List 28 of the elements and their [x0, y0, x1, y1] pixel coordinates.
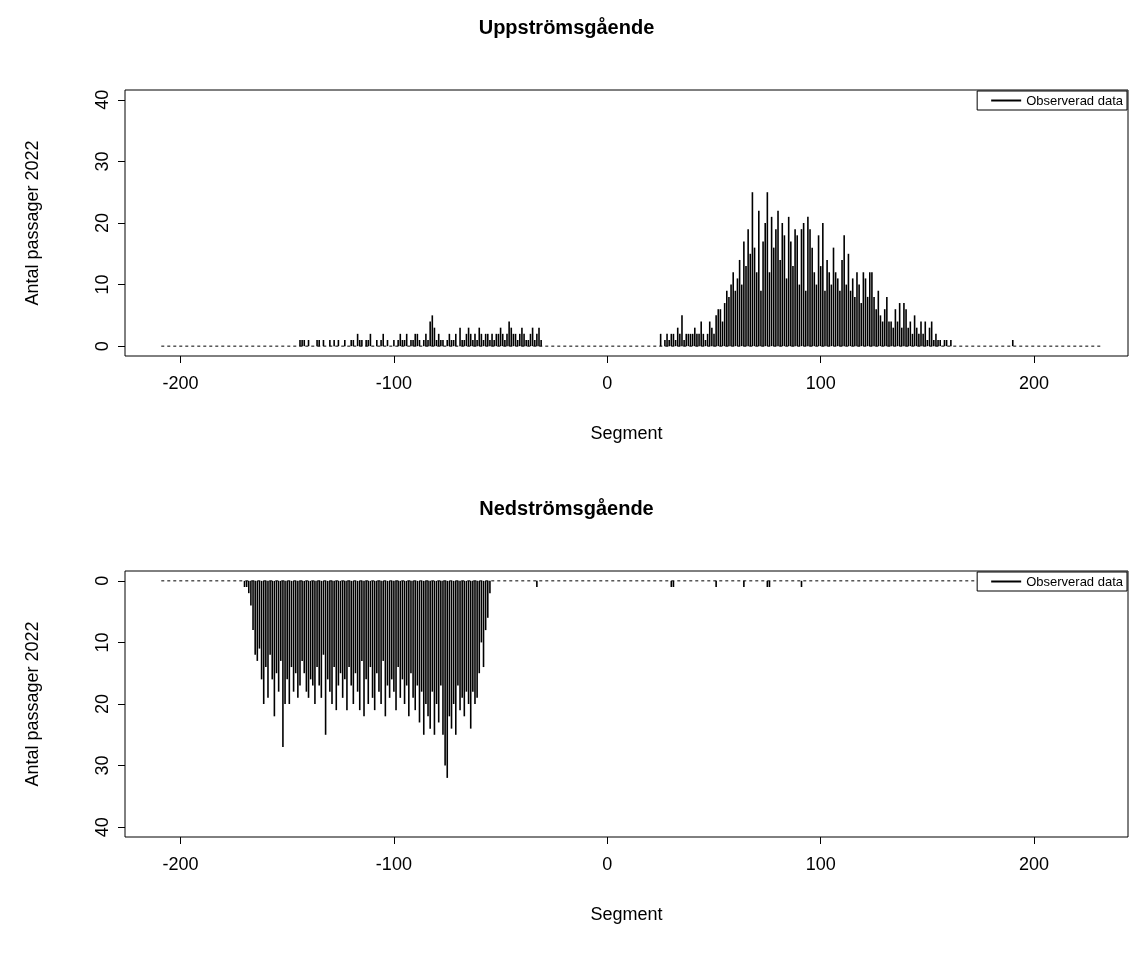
y-tick-label: 0 [92, 575, 112, 586]
x-tick-label: -200 [162, 854, 199, 874]
x-tick-label: -200 [162, 373, 199, 393]
y-tick-label: 10 [92, 274, 112, 295]
y-tick-label: 40 [92, 89, 112, 110]
legend-label: Observerad data [1026, 93, 1124, 108]
x-axis-title: Segment [590, 423, 663, 443]
x-tick-label: 0 [602, 854, 613, 874]
y-tick-label: 30 [92, 755, 112, 776]
x-tick-label: -100 [375, 373, 412, 393]
y-tick-label: 20 [92, 693, 112, 715]
x-axis-title: Segment [590, 904, 663, 924]
x-tick-label: -100 [375, 854, 412, 874]
x-tick-label: 200 [1019, 854, 1050, 874]
y-tick-label: 30 [92, 151, 112, 172]
y-tick-label: 10 [92, 632, 112, 653]
y-axis-title: Antal passager 2022 [22, 140, 42, 306]
y-axis-title: Antal passager 2022 [22, 621, 42, 787]
chart-title: Uppströmsgående [478, 16, 655, 38]
x-tick-label: 0 [602, 373, 613, 393]
y-tick-label: 20 [92, 212, 112, 234]
legend-label: Observerad data [1026, 574, 1124, 589]
chart-title: Nedströmsgående [479, 497, 654, 519]
y-tick-label: 40 [92, 817, 112, 838]
x-tick-label: 100 [805, 854, 836, 874]
x-tick-label: 200 [1019, 373, 1050, 393]
x-tick-label: 100 [805, 373, 836, 393]
y-tick-label: 0 [92, 341, 112, 352]
